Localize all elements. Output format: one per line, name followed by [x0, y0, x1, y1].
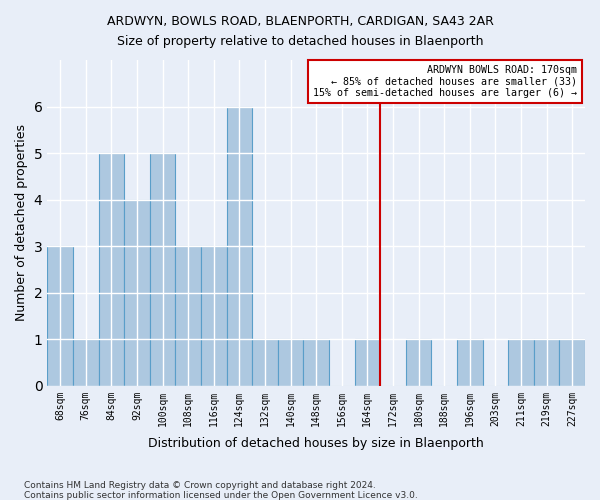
- Bar: [534, 339, 559, 386]
- Bar: [355, 339, 380, 386]
- Text: Contains public sector information licensed under the Open Government Licence v3: Contains public sector information licen…: [24, 491, 418, 500]
- Bar: [47, 246, 73, 386]
- Bar: [278, 339, 304, 386]
- Text: Contains HM Land Registry data © Crown copyright and database right 2024.: Contains HM Land Registry data © Crown c…: [24, 481, 376, 490]
- X-axis label: Distribution of detached houses by size in Blaenporth: Distribution of detached houses by size …: [148, 437, 484, 450]
- Y-axis label: Number of detached properties: Number of detached properties: [15, 124, 28, 322]
- Bar: [508, 339, 534, 386]
- Bar: [124, 200, 150, 386]
- Bar: [406, 339, 431, 386]
- Bar: [98, 153, 124, 386]
- Text: ARDWYN, BOWLS ROAD, BLAENPORTH, CARDIGAN, SA43 2AR: ARDWYN, BOWLS ROAD, BLAENPORTH, CARDIGAN…: [107, 15, 493, 28]
- Text: Size of property relative to detached houses in Blaenporth: Size of property relative to detached ho…: [117, 35, 483, 48]
- Bar: [201, 246, 227, 386]
- Bar: [150, 153, 175, 386]
- Bar: [175, 246, 201, 386]
- Text: ARDWYN BOWLS ROAD: 170sqm
← 85% of detached houses are smaller (33)
15% of semi-: ARDWYN BOWLS ROAD: 170sqm ← 85% of detac…: [313, 65, 577, 98]
- Bar: [227, 106, 252, 386]
- Bar: [559, 339, 585, 386]
- Bar: [73, 339, 98, 386]
- Bar: [457, 339, 482, 386]
- Bar: [252, 339, 278, 386]
- Bar: [304, 339, 329, 386]
